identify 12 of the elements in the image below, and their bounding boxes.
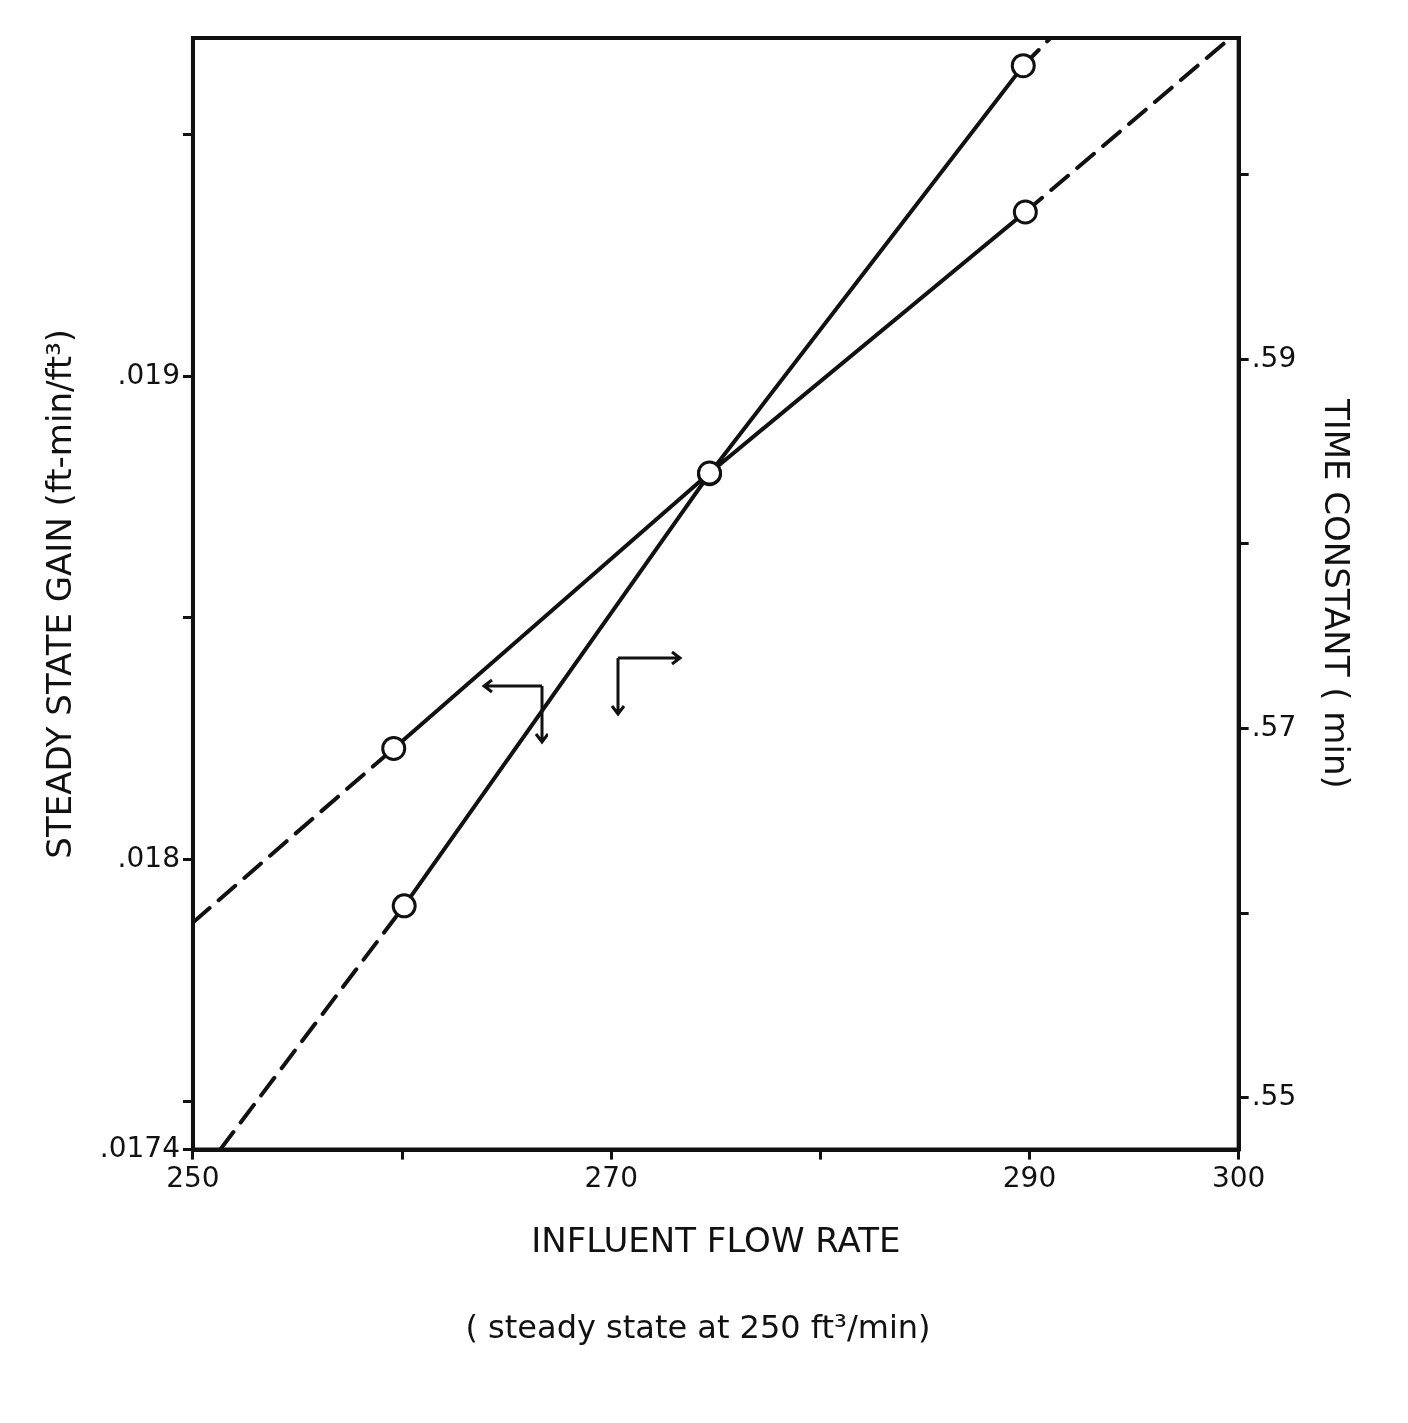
y-tick-label: .018 bbox=[117, 840, 180, 874]
text: ( steady state at 250 ft³/min) bbox=[464, 1308, 932, 1346]
x-axis-title: INFLUENT FLOW RATE bbox=[531, 1220, 901, 1261]
x-tick-label: 270 bbox=[584, 1160, 638, 1194]
y2-tick-label: .57 bbox=[1251, 709, 1297, 743]
x-tick-label: 300 bbox=[1211, 1160, 1266, 1194]
y2-tick-label: .59 bbox=[1251, 340, 1297, 374]
y2-axis-title: TIME CONSTANT ( min) bbox=[1316, 397, 1357, 789]
x-tick-label: 290 bbox=[1002, 1160, 1057, 1194]
y2-tick-label: .55 bbox=[1251, 1079, 1297, 1113]
y-axis-title: STEADY STATE GAIN (ft-min/ft³) bbox=[39, 328, 80, 859]
y-tick-label: .019 bbox=[117, 357, 180, 391]
